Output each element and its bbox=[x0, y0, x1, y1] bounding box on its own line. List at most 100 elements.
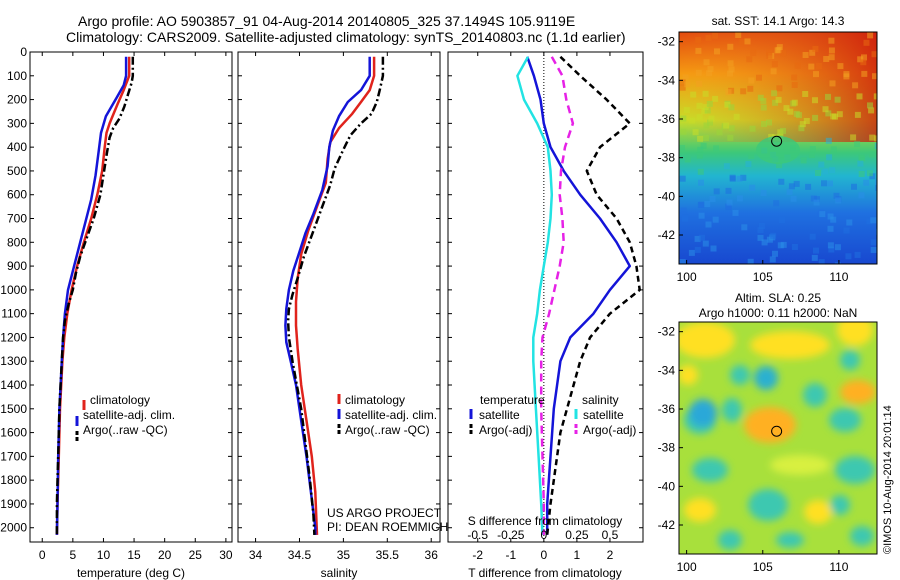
sla-blob bbox=[748, 489, 788, 521]
sla-argo-location-marker bbox=[771, 425, 783, 437]
map-x-tick-label: 105 bbox=[753, 270, 773, 284]
sst-pixel bbox=[760, 190, 767, 196]
sst-pixel bbox=[696, 80, 703, 87]
sst-pixel bbox=[727, 134, 734, 141]
map-x-tick-label: 105 bbox=[753, 560, 773, 574]
sst-pixel bbox=[747, 85, 754, 92]
sst-pixel bbox=[725, 203, 732, 210]
legend-title-salinity: salinity bbox=[582, 393, 619, 407]
sst-pixel bbox=[860, 59, 867, 66]
sst-pixel bbox=[829, 167, 836, 174]
sst-pixel bbox=[854, 111, 861, 118]
legend-t-satellite: satellite bbox=[479, 408, 520, 422]
sst-pixel bbox=[805, 183, 812, 190]
sst-pixel bbox=[771, 90, 778, 97]
figure-title-line1: Argo profile: AO 5903857_91 04-Aug-2014 … bbox=[78, 13, 575, 29]
sst-pixel bbox=[808, 63, 815, 70]
y-tick-label: 1300 bbox=[0, 354, 27, 368]
sla-blob bbox=[835, 456, 875, 484]
sst-pixel bbox=[819, 211, 826, 218]
sal-diff-tick-label: -0.5 bbox=[467, 528, 488, 542]
imos-timestamp: ©IMOS 10-Aug-2014 20:01:14 bbox=[882, 405, 894, 554]
sst-pixel bbox=[822, 106, 829, 113]
sst-pixel bbox=[800, 157, 807, 164]
sst-pixel bbox=[863, 179, 870, 186]
sst-pixel bbox=[863, 39, 870, 46]
sst-pixel bbox=[709, 196, 716, 202]
sst-pixel bbox=[683, 107, 690, 114]
sst-pixel bbox=[699, 234, 705, 241]
x-tick-label: -1 bbox=[505, 548, 516, 562]
salinity-x-label: salinity bbox=[321, 566, 358, 580]
sst-pixel bbox=[779, 217, 785, 224]
sst-pixel bbox=[761, 121, 767, 127]
sst-pixel bbox=[870, 217, 877, 224]
sst-pixel bbox=[766, 49, 773, 56]
map-x-tick-label: 110 bbox=[829, 270, 848, 284]
sla-blob bbox=[804, 500, 832, 524]
map-y-tick-label: -32 bbox=[658, 325, 676, 339]
sst-pixel bbox=[869, 134, 876, 141]
sla-blob bbox=[850, 526, 874, 546]
sla-map-title-line2: Argo h1000: 0.11 h2000: NaN bbox=[699, 306, 858, 320]
sst-pixel bbox=[818, 259, 825, 264]
sst-pixel bbox=[802, 52, 809, 58]
legend-t-argo: Argo(-adj) bbox=[479, 423, 532, 437]
sst-pixel bbox=[695, 47, 702, 54]
sst-pixel bbox=[698, 179, 704, 186]
sst-argo-location-marker bbox=[771, 135, 783, 147]
sst-pixel bbox=[871, 51, 877, 58]
x-tick-label: 30 bbox=[219, 548, 233, 562]
map-y-tick-label: -34 bbox=[658, 363, 676, 377]
sst-pixel bbox=[702, 135, 709, 142]
sst-pixel bbox=[712, 216, 719, 223]
temperature-legend: climatology satellite-adj. clim. Argo(..… bbox=[75, 393, 175, 441]
temperature-series bbox=[55, 56, 135, 535]
sst-pixel bbox=[836, 111, 843, 118]
sst-pixel bbox=[773, 200, 780, 207]
sst-pixel bbox=[869, 173, 876, 180]
sst-pixel bbox=[703, 59, 710, 66]
sst-pixel bbox=[757, 94, 764, 101]
sst-pixel bbox=[815, 170, 821, 176]
sal-diff-tick-label: 0.5 bbox=[602, 528, 619, 542]
map-y-tick-label: -42 bbox=[658, 518, 676, 532]
x-tick-label: 25 bbox=[189, 548, 203, 562]
salinity-panel: 34 34.5 35 35.5 36 salinity climatology sate… bbox=[237, 51, 448, 580]
sst-pixel bbox=[771, 61, 778, 67]
sst-pixel bbox=[802, 91, 809, 97]
sst-pixel bbox=[698, 201, 705, 208]
sst-pixel bbox=[747, 258, 754, 264]
sst-pixel bbox=[756, 74, 762, 81]
sst-pixel bbox=[746, 56, 753, 63]
sst-pixel bbox=[760, 104, 767, 111]
sst-pixel bbox=[828, 47, 835, 54]
sst-pixel bbox=[825, 110, 832, 117]
sst-pixel bbox=[873, 93, 877, 100]
x-tick-label: 0 bbox=[39, 548, 46, 562]
temperature-x-axis: 0 5 10 15 20 25 30 bbox=[39, 52, 233, 562]
y-tick-label: 700 bbox=[7, 212, 27, 226]
sst-pixel bbox=[757, 234, 764, 241]
sst-pixel bbox=[682, 74, 689, 81]
sst-pixel bbox=[772, 250, 778, 257]
sst-pixel bbox=[705, 35, 712, 41]
sst-pixel bbox=[823, 56, 830, 62]
sst-pixel bbox=[813, 247, 819, 254]
salinity-legend-argo: Argo(..raw -QC) bbox=[345, 423, 430, 437]
sla-blob bbox=[830, 495, 850, 515]
sst-pixel bbox=[837, 63, 844, 70]
sst-pixel bbox=[812, 45, 819, 52]
sst-pixel bbox=[859, 155, 866, 162]
sst-pixel bbox=[740, 88, 747, 95]
sst-pixel bbox=[825, 137, 832, 144]
series-line-satellite-adj-clim- bbox=[284, 56, 371, 535]
sst-pixel bbox=[857, 160, 864, 167]
pi-annotation: PI: DEAN ROEMMICH bbox=[327, 520, 448, 534]
sst-pixel bbox=[679, 84, 686, 91]
sst-pixel bbox=[874, 142, 877, 149]
temperature-legend-satellite: satellite-adj. clim. bbox=[83, 408, 175, 422]
sst-pixel bbox=[680, 207, 687, 214]
sst-pixel bbox=[870, 247, 877, 253]
legend-s-satellite: satellite bbox=[583, 408, 624, 422]
